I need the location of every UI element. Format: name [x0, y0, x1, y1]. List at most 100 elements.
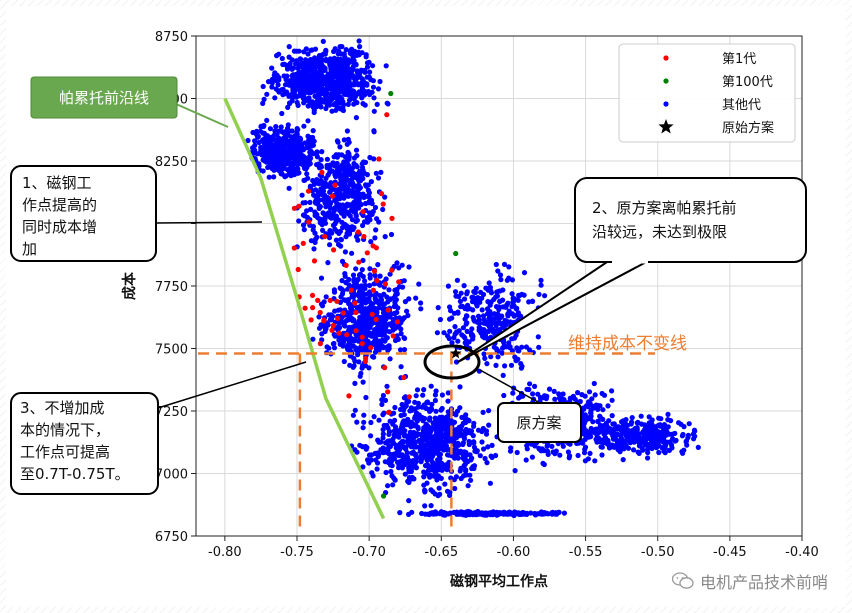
- series-point: [327, 102, 333, 108]
- series-point: [275, 128, 282, 134]
- series-point: [458, 304, 464, 310]
- series-point: [280, 86, 286, 92]
- series-point: [382, 318, 388, 324]
- series-point: [532, 512, 539, 518]
- series-point: [345, 92, 351, 98]
- series-point: [588, 410, 594, 416]
- series-point: [441, 330, 447, 336]
- series-point: [406, 468, 412, 474]
- series-point: [545, 451, 551, 457]
- series-point: [518, 361, 524, 367]
- series-point: [329, 327, 335, 333]
- series-point: [285, 122, 291, 128]
- series-point: [643, 442, 649, 448]
- series-point: [403, 433, 409, 439]
- series-point: [434, 330, 440, 336]
- series-point: [536, 445, 542, 451]
- series-point: [377, 341, 383, 347]
- series-point: [426, 447, 433, 453]
- series-point: [441, 443, 447, 450]
- series-point: [459, 414, 465, 420]
- series-point: [365, 312, 371, 318]
- series-point: [349, 46, 355, 52]
- y-tick-label: 8750: [155, 30, 188, 45]
- series-point: [296, 170, 302, 176]
- series-point: [467, 472, 473, 478]
- series-point: [365, 315, 371, 321]
- series-point: [367, 69, 373, 75]
- series-point: [399, 442, 405, 448]
- series-point: [360, 379, 366, 385]
- series-point: [440, 432, 446, 438]
- series-point: [410, 464, 416, 470]
- series-point: [312, 73, 318, 79]
- series-point: [486, 422, 492, 428]
- series-point: [408, 476, 414, 482]
- series-point: [384, 383, 390, 389]
- series-point: [310, 336, 316, 342]
- series-point: [487, 284, 493, 291]
- series-point: [371, 156, 377, 162]
- series-point: [299, 192, 305, 198]
- series-point: [392, 451, 398, 457]
- series-point: [354, 217, 360, 223]
- series-point: [294, 135, 300, 141]
- series-point: [300, 222, 307, 228]
- series-point: [406, 498, 412, 504]
- series-point: [414, 431, 420, 437]
- series-point: [363, 52, 369, 58]
- series-point: [389, 215, 395, 221]
- series-point: [413, 295, 419, 301]
- series-point: [324, 74, 330, 80]
- series-point: [343, 83, 349, 89]
- series-point: [386, 443, 392, 449]
- series-point: [482, 355, 488, 361]
- series-point: [314, 177, 320, 183]
- series-point: [385, 313, 391, 319]
- series-point: [258, 123, 264, 129]
- series-point: [361, 412, 367, 418]
- series-point: [428, 406, 434, 412]
- series-point: [666, 447, 673, 453]
- series-point: [631, 447, 637, 453]
- series-point: [305, 188, 312, 194]
- series-point: [373, 245, 379, 251]
- y-axis-label: 成本: [121, 271, 138, 300]
- series-point: [615, 447, 621, 453]
- series-point: [668, 442, 675, 448]
- series-point: [353, 266, 359, 272]
- series-point: [289, 171, 295, 177]
- series-point: [511, 512, 517, 519]
- series-point: [354, 449, 360, 455]
- series-point: [681, 424, 687, 430]
- series-point: [409, 450, 415, 456]
- series-point: [362, 67, 368, 73]
- original-scheme-star: [450, 347, 462, 359]
- series-point: [300, 95, 306, 102]
- series-point: [500, 287, 506, 293]
- series-point: [291, 48, 297, 54]
- x-tick-label: -0.40: [785, 545, 819, 560]
- series-point: [439, 405, 445, 412]
- series-point: [325, 172, 331, 178]
- series-point: [415, 415, 421, 422]
- series-point: [355, 237, 361, 243]
- series-point: [509, 336, 515, 342]
- series-point: [399, 422, 405, 428]
- series-point: [380, 412, 386, 418]
- series-point: [354, 75, 360, 81]
- series-point: [473, 301, 479, 307]
- series-point: [368, 419, 374, 426]
- series-point: [255, 134, 261, 140]
- series-point: [363, 394, 369, 401]
- series-point: [438, 475, 444, 481]
- series-point: [404, 308, 410, 314]
- series-point: [373, 170, 379, 176]
- watermark: 电机产品技术前哨: [671, 569, 828, 593]
- series-point: [566, 455, 572, 461]
- pareto-front-line: [223, 97, 386, 520]
- series-point: [339, 182, 345, 188]
- series-point: [422, 446, 428, 453]
- series-point: [488, 290, 495, 296]
- series-point: [386, 409, 392, 415]
